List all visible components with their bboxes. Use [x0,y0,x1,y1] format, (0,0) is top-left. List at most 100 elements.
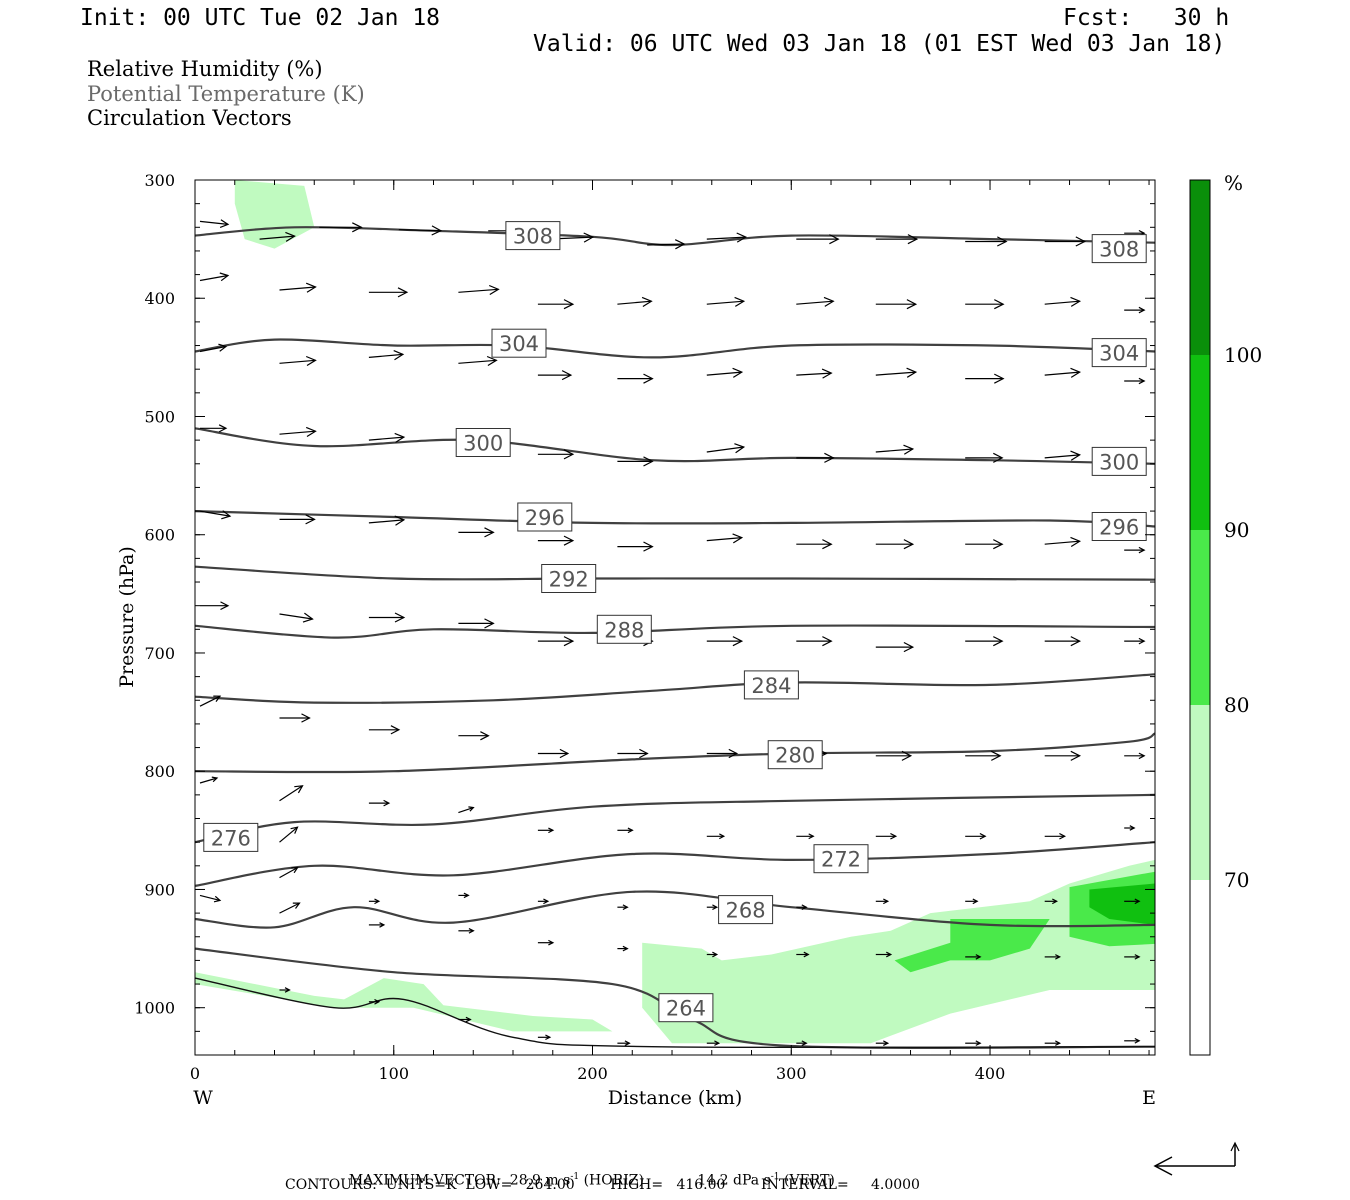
east-label: E [1142,1087,1156,1109]
circulation-vector [706,533,744,544]
circulation-vector [537,535,575,546]
circulation-vector [1124,546,1146,554]
circulation-vector [368,350,405,361]
circulation-vector [368,922,386,928]
contour-label-280: 280 [767,740,823,770]
svg-text:304: 304 [1099,342,1139,366]
theta-contour-308 [194,226,1156,247]
circulation-vector [199,776,219,784]
circulation-vector [706,443,746,454]
circulation-vector [1044,236,1087,247]
circulation-vector [368,432,406,443]
circulation-vector [1044,898,1058,905]
circulation-vector [875,641,915,653]
circulation-vector [796,539,833,550]
colorbar-level: 80 [1224,693,1249,717]
contour-label-296: 296 [517,502,573,532]
circulation-vector [537,636,575,647]
contour-label-272: 272 [813,844,869,874]
theta-contour-284 [194,673,1156,704]
y-tick-label: 700 [144,644,175,663]
contour-label-308: 308 [1091,234,1147,264]
contour-label-268: 268 [718,895,774,925]
circulation-vector [796,296,835,307]
circulation-vector [199,510,232,520]
rh-region-80-90 [894,919,1050,973]
circulation-vector [1044,296,1082,307]
circulation-vector [398,225,443,236]
circulation-vector [1044,750,1082,761]
circulation-vector [875,832,898,840]
colorbar-segment [1190,705,1210,880]
colorbar-level: 70 [1224,868,1249,892]
circulation-vector [368,799,391,807]
west-label: W [193,1087,213,1109]
circulation-vector [965,452,1004,463]
colorbar-segment [1190,180,1210,355]
svg-text:300: 300 [463,432,503,456]
circulation-vector [706,232,748,243]
legend-vectors: Circulation Vectors [87,106,292,130]
circulation-vector [706,367,744,378]
contour-label-layer: 308 308 304 304 300 300 296 296 292 288 284 280 276 2… [203,221,1147,1023]
circulation-vector [965,750,1002,761]
circulation-vector [199,219,230,228]
svg-text:292: 292 [549,568,589,592]
svg-text:304: 304 [499,332,539,356]
vector-layer [199,219,1146,1046]
theta-contour-300 [194,427,1156,465]
circulation-vector [537,299,575,310]
svg-text:276: 276 [211,826,251,850]
rh-region-70-80 [195,972,613,1032]
colorbar-segment [1190,355,1210,530]
circulation-vector [875,234,919,245]
circulation-vector [279,426,317,438]
contour-label-300: 300 [455,428,511,457]
max-horiz-exp: -1 [570,1172,580,1182]
circulation-vector [1124,637,1146,645]
svg-text:300: 300 [1099,450,1139,474]
contour-label-296: 296 [1091,512,1147,541]
svg-text:288: 288 [604,618,644,642]
circulation-vector [706,636,744,647]
circulation-vector [875,951,893,958]
x-tick-label: 400 [975,1064,1006,1083]
axis-ticks: 0 100 200 300 400 300 400 500 600 700 800 900 1000 [134,171,1155,1083]
colorbar-level: 90 [1224,518,1249,542]
colorbar-segment [1190,530,1210,705]
circulation-vector [706,296,746,307]
circulation-vector [875,1040,890,1046]
circulation-vector [1124,898,1141,905]
circulation-vector [279,785,304,802]
svg-text:264: 264 [666,997,706,1021]
circulation-vector [796,636,833,647]
y-axis-label: Pressure (hPa) [116,546,138,688]
svg-text:268: 268 [726,899,766,923]
contour-label-304: 304 [491,328,547,358]
circulation-vector [1044,367,1082,378]
circulation-vector [200,424,228,433]
circulation-vector [368,725,401,735]
max-horiz-tag: (HORIZ) [583,1172,644,1189]
circulation-vector [537,898,550,905]
circulation-vector [1124,377,1146,385]
colorbar-unit: % [1224,171,1243,195]
theta-contour-280 [194,732,1156,774]
rh-region-70-80 [234,180,315,249]
circulation-vector [279,713,311,723]
circulation-vector [368,612,406,623]
circulation-vector [796,1040,808,1046]
circulation-vector [1124,306,1146,314]
circulation-vector [617,373,654,384]
contour-label-300: 300 [1091,446,1147,476]
circulation-vector [368,515,406,526]
circulation-vector [1044,954,1062,960]
circulation-vector [279,902,301,914]
circulation-vector [199,272,230,282]
circulation-vector [200,601,230,611]
reference-vector-icon [1153,1141,1240,1176]
y-tick-label: 900 [144,880,175,899]
circulation-vector [458,892,470,899]
circulation-vector [965,636,1004,647]
